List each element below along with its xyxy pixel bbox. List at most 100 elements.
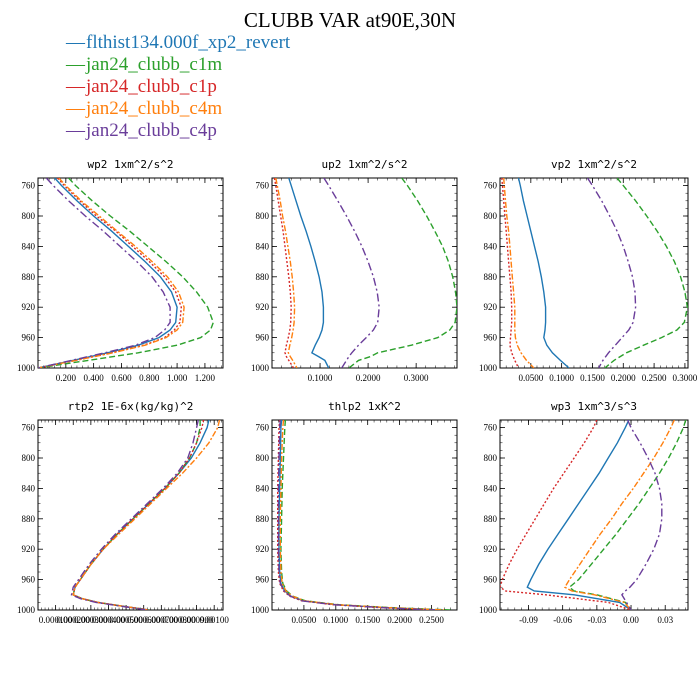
y-tick-label: 1000 xyxy=(251,605,270,615)
subplot-title: up2 1xm^2/s^2 xyxy=(321,158,407,171)
y-tick-label: 880 xyxy=(256,272,270,282)
y-tick-label: 920 xyxy=(484,544,498,554)
y-tick-label: 1000 xyxy=(17,605,36,615)
series-line-5 xyxy=(38,178,171,368)
y-tick-label: 920 xyxy=(256,544,270,554)
x-tick-label: 0.000500 xyxy=(109,615,143,625)
subplot-2: up2 1xm^2/s^2 760 800 840 880 920 960 1000 0.100… xyxy=(251,158,458,383)
legend-item: —flthist134.000f_xp2_revert xyxy=(66,32,290,54)
subplot-4: rtp2 1E-6x(kg/kg)^2 760 800 840 880 920 960 100… xyxy=(17,400,229,625)
x-tick-label: 0.3000 xyxy=(404,373,429,383)
series-line-4 xyxy=(563,420,675,610)
series-line-3 xyxy=(277,420,432,610)
subplot-title: wp2 1xm^2/s^2 xyxy=(87,158,173,171)
x-tick-label: 0.400 xyxy=(84,373,105,383)
series-line-1 xyxy=(38,178,178,368)
x-tick-label: 0.000200 xyxy=(56,615,90,625)
y-tick-label: 920 xyxy=(22,544,36,554)
y-tick-label: 960 xyxy=(22,575,36,585)
subplot-6: wp3 1xm^3/s^3 760 800 840 880 920 960 1000 -0.09… xyxy=(479,400,689,625)
x-tick-label: 0.000300 xyxy=(74,615,108,625)
series-line-1 xyxy=(278,420,438,610)
series-line-5 xyxy=(323,178,380,368)
x-tick-label: 0.00 xyxy=(623,615,639,625)
x-tick-label: 0.2000 xyxy=(387,615,412,625)
x-tick-label: 0.800 xyxy=(139,373,160,383)
legend-item: —jan24_clubb_c1m xyxy=(66,54,222,76)
subplot-3: vp2 1xm^2/s^2 760 800 840 880 920 960 1000 0.050… xyxy=(479,158,698,383)
y-tick-label: 800 xyxy=(256,453,270,463)
x-tick-label: 0.2500 xyxy=(419,615,444,625)
x-tick-label: 0.2500 xyxy=(642,373,667,383)
x-tick-label: 0.03 xyxy=(657,615,673,625)
y-tick-label: 880 xyxy=(22,514,36,524)
plot-frame xyxy=(499,177,689,369)
series-line-4 xyxy=(279,420,445,610)
y-tick-label: 760 xyxy=(22,423,36,433)
x-tick-label: 0.000900 xyxy=(180,615,214,625)
y-tick-label: 880 xyxy=(484,514,498,524)
x-tick-label: 0.0500 xyxy=(292,615,317,625)
y-tick-label: 960 xyxy=(484,575,498,585)
subplot-1: wp2 1xm^2/s^2 760 800 840 880 920 960 1000 0.200… xyxy=(17,158,224,383)
x-tick-label: 1.000 xyxy=(167,373,188,383)
y-tick-label: 920 xyxy=(22,302,36,312)
y-tick-label: 1000 xyxy=(17,363,36,373)
series-line-3 xyxy=(72,420,205,610)
y-tick-label: 960 xyxy=(22,333,36,343)
x-tick-label: 0.00100 xyxy=(200,615,230,625)
x-tick-label: -0.03 xyxy=(587,615,606,625)
y-tick-label: 840 xyxy=(256,241,270,251)
y-tick-label: 880 xyxy=(22,272,36,282)
series-line-2 xyxy=(604,178,688,368)
figure-title: CLUBB VAR at90E,30N xyxy=(243,8,457,32)
y-tick-label: 920 xyxy=(484,302,498,312)
series-line-4 xyxy=(72,420,221,610)
x-tick-label: 0.2000 xyxy=(356,373,381,383)
x-tick-label: 0.000800 xyxy=(162,615,196,625)
x-tick-label: 0.000600 xyxy=(127,615,161,625)
legend-label: jan24_clubb_c1m xyxy=(86,54,223,75)
subplot-5: thlp2 1xK^2 760 800 840 880 920 960 1000 0.0500 0… xyxy=(251,400,458,625)
series-line-1 xyxy=(517,178,570,368)
series-line-4 xyxy=(38,178,185,368)
series-line-4 xyxy=(275,178,298,368)
series-line-2 xyxy=(72,420,201,610)
series-line-3 xyxy=(273,178,295,368)
y-tick-label: 840 xyxy=(484,483,498,493)
x-tick-label: -0.09 xyxy=(519,615,538,625)
legend-label: jan24_clubb_c4p xyxy=(86,120,217,141)
y-tick-label: 800 xyxy=(22,453,36,463)
y-tick-label: 800 xyxy=(22,211,36,221)
y-tick-label: 800 xyxy=(484,453,498,463)
series-line-3 xyxy=(500,420,632,610)
x-tick-label: -0.06 xyxy=(553,615,572,625)
plot-frame xyxy=(499,419,689,611)
subplot-title: thlp2 1xK^2 xyxy=(328,400,401,413)
y-tick-label: 800 xyxy=(256,211,270,221)
x-tick-label: 0.3000 xyxy=(673,373,698,383)
y-tick-label: 880 xyxy=(484,272,498,282)
legend-item: —jan24_clubb_c4m xyxy=(66,98,222,120)
x-tick-label: 0.1000 xyxy=(549,373,574,383)
y-tick-label: 960 xyxy=(484,333,498,343)
series-line-5 xyxy=(586,178,637,368)
y-tick-label: 760 xyxy=(256,181,270,191)
y-tick-label: 1000 xyxy=(479,605,498,615)
y-tick-label: 840 xyxy=(256,483,270,493)
plot-frame xyxy=(271,177,458,369)
series-line-5 xyxy=(277,420,435,610)
series-line-1 xyxy=(288,178,330,368)
subplot-title: vp2 1xm^2/s^2 xyxy=(551,158,637,171)
x-tick-label: 0.1500 xyxy=(580,373,605,383)
plot-frame xyxy=(271,419,458,611)
legend-item: —jan24_clubb_c1p xyxy=(66,76,217,98)
y-tick-label: 760 xyxy=(22,181,36,191)
y-tick-label: 920 xyxy=(256,302,270,312)
y-tick-label: 800 xyxy=(484,211,498,221)
series-line-1 xyxy=(526,420,632,610)
series-line-2 xyxy=(568,420,687,610)
x-tick-label: 0.1000 xyxy=(323,615,348,625)
x-tick-label: 0.000100 xyxy=(39,615,73,625)
